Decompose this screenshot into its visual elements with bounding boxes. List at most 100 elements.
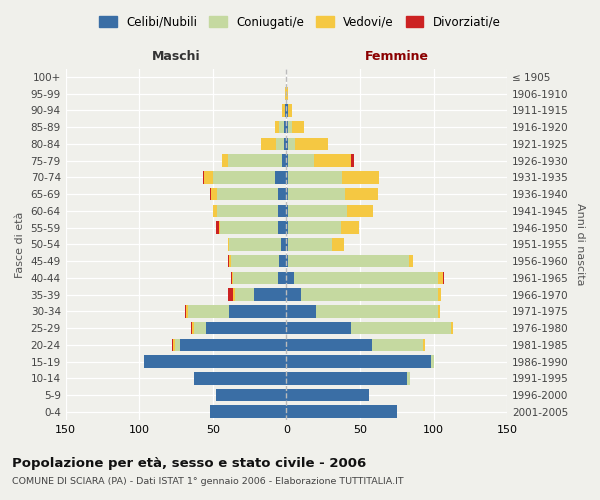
Bar <box>210 188 211 200</box>
Bar <box>288 238 332 250</box>
Bar <box>286 154 288 167</box>
Bar <box>282 154 286 167</box>
Bar <box>288 171 343 183</box>
Bar <box>314 154 351 167</box>
Bar <box>295 138 328 150</box>
Bar <box>279 121 284 134</box>
Bar <box>431 356 434 368</box>
Bar <box>343 171 379 183</box>
Bar <box>286 288 301 301</box>
Bar <box>222 154 227 167</box>
Bar <box>351 322 451 334</box>
Bar <box>230 255 279 268</box>
Bar <box>286 372 407 384</box>
Text: Femmine: Femmine <box>365 50 429 64</box>
Bar <box>316 305 438 318</box>
Bar <box>230 272 232 284</box>
Bar <box>211 188 217 200</box>
Bar <box>372 338 424 351</box>
Y-axis label: Fasce di età: Fasce di età <box>15 211 25 278</box>
Bar <box>332 238 344 250</box>
Bar <box>288 104 292 117</box>
Bar <box>217 204 278 217</box>
Bar <box>194 322 206 334</box>
Bar <box>286 272 294 284</box>
Bar <box>233 288 235 301</box>
Bar <box>181 338 286 351</box>
Bar <box>288 222 341 234</box>
Bar <box>286 406 397 418</box>
Bar <box>286 322 351 334</box>
Bar <box>294 272 438 284</box>
Bar <box>409 255 413 268</box>
Bar <box>286 356 431 368</box>
Bar <box>216 388 286 402</box>
Bar <box>438 305 440 318</box>
Bar <box>438 272 443 284</box>
Bar <box>143 356 286 368</box>
Bar <box>279 255 286 268</box>
Bar <box>216 222 219 234</box>
Bar <box>235 288 254 301</box>
Bar <box>301 288 438 301</box>
Legend: Celibi/Nubili, Coniugati/e, Vedovi/e, Divorziati/e: Celibi/Nubili, Coniugati/e, Vedovi/e, Di… <box>95 11 505 34</box>
Bar <box>233 272 278 284</box>
Bar <box>194 372 286 384</box>
Bar <box>285 104 286 117</box>
Bar <box>286 121 288 134</box>
Bar <box>227 288 233 301</box>
Bar <box>292 121 304 134</box>
Bar <box>285 88 286 100</box>
Bar <box>217 188 278 200</box>
Bar <box>227 154 282 167</box>
Bar <box>185 305 187 318</box>
Bar <box>286 188 288 200</box>
Bar <box>206 322 286 334</box>
Text: COMUNE DI SCIARA (PA) - Dati ISTAT 1° gennaio 2006 - Elaborazione TUTTITALIA.IT: COMUNE DI SCIARA (PA) - Dati ISTAT 1° ge… <box>12 478 404 486</box>
Bar <box>288 154 314 167</box>
Bar <box>278 222 286 234</box>
Bar <box>286 222 288 234</box>
Bar <box>232 272 233 284</box>
Text: Popolazione per età, sesso e stato civile - 2006: Popolazione per età, sesso e stato civil… <box>12 458 366 470</box>
Bar <box>443 272 444 284</box>
Bar <box>286 204 288 217</box>
Bar <box>203 171 204 183</box>
Bar <box>262 138 276 150</box>
Bar <box>278 188 286 200</box>
Bar <box>229 305 286 318</box>
Bar <box>213 204 217 217</box>
Bar <box>286 255 288 268</box>
Bar <box>288 255 409 268</box>
Bar <box>275 121 279 134</box>
Bar <box>351 154 354 167</box>
Bar <box>210 406 286 418</box>
Bar <box>278 204 286 217</box>
Bar <box>227 255 229 268</box>
Bar <box>227 238 229 250</box>
Bar <box>187 305 188 318</box>
Bar <box>286 171 288 183</box>
Bar <box>220 222 278 234</box>
Bar <box>288 121 292 134</box>
Bar <box>284 121 286 134</box>
Bar <box>229 238 281 250</box>
Bar <box>282 104 285 117</box>
Bar <box>286 388 369 402</box>
Bar <box>284 138 286 150</box>
Bar <box>219 222 220 234</box>
Bar <box>288 138 295 150</box>
Bar <box>424 338 425 351</box>
Bar <box>175 338 181 351</box>
Bar <box>286 305 316 318</box>
Bar <box>407 372 410 384</box>
Bar <box>286 138 288 150</box>
Bar <box>347 204 373 217</box>
Y-axis label: Anni di nascita: Anni di nascita <box>575 203 585 285</box>
Bar <box>341 222 359 234</box>
Bar <box>286 88 288 100</box>
Text: Maschi: Maschi <box>152 50 200 64</box>
Bar <box>281 238 286 250</box>
Bar <box>286 238 288 250</box>
Bar <box>276 138 284 150</box>
